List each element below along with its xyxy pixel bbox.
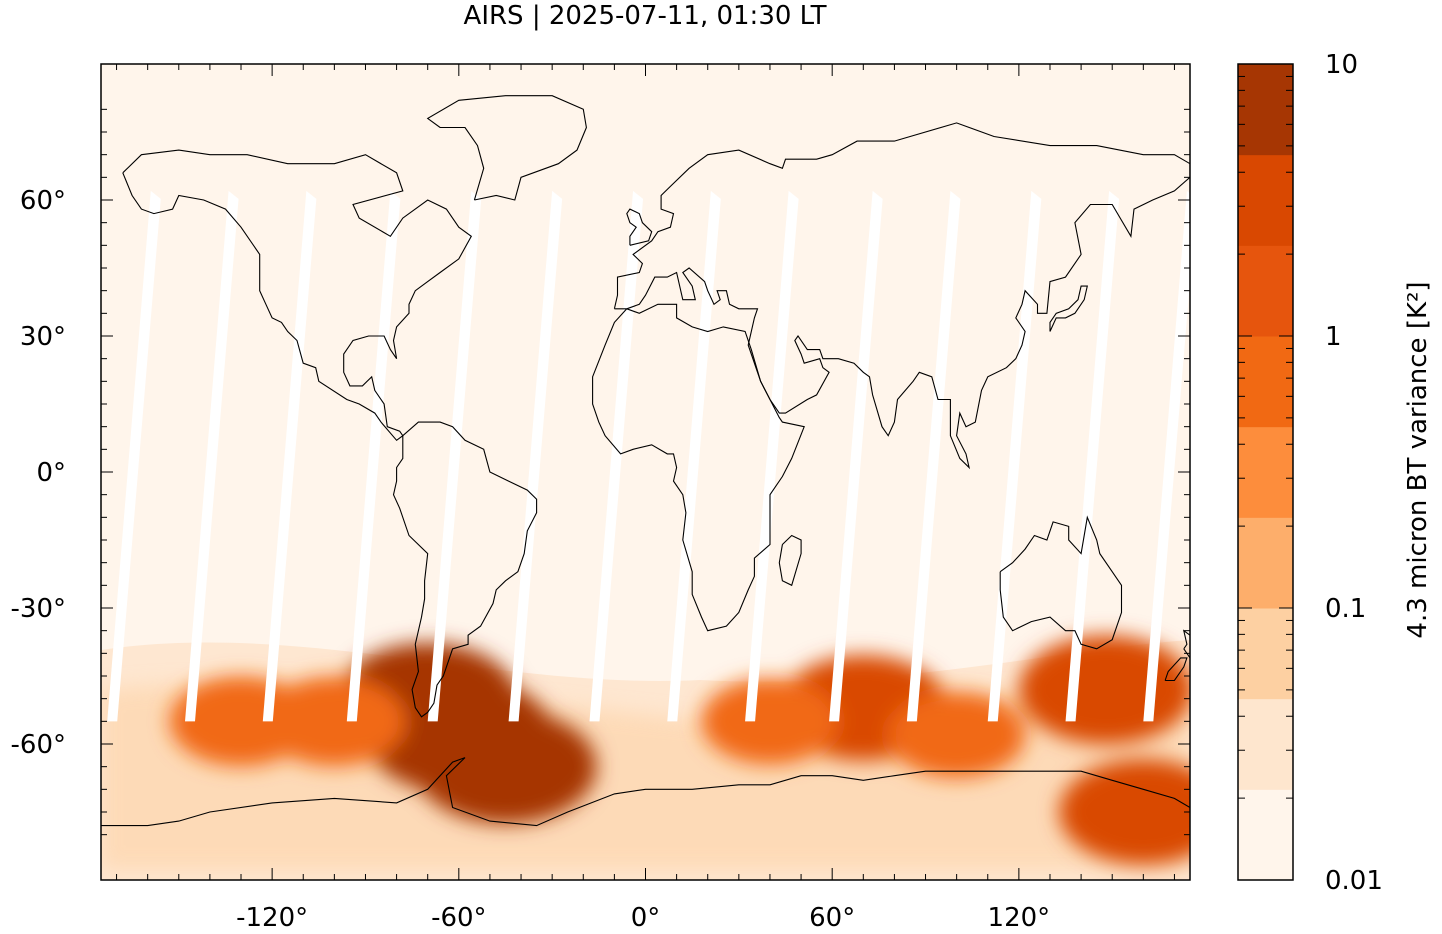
x-tick-label: 0° xyxy=(631,903,661,930)
y-tick-labels: 60° 30° 0° -30° -60° xyxy=(11,186,66,760)
colorbar-band xyxy=(1238,517,1293,609)
colorbar-tick-label: 10 xyxy=(1325,50,1358,80)
colorbar-band xyxy=(1238,698,1293,790)
coastlines xyxy=(101,95,1190,827)
colorbar-band xyxy=(1238,608,1293,700)
coast-antarctica xyxy=(101,757,1190,827)
coast-greenland xyxy=(426,95,587,201)
swath-gap-9 xyxy=(829,190,883,722)
swath-gap-8 xyxy=(745,190,799,722)
colorbar-tick-label: 0.1 xyxy=(1325,594,1366,624)
x-tick-label: -120° xyxy=(236,903,308,930)
colorbar-label: 4.3 micron BT variance [K²] xyxy=(1403,281,1433,638)
figure-title: AIRS | 2025-07-11, 01:30 LT xyxy=(464,1,827,31)
colorbar-band xyxy=(1238,154,1293,246)
x-tick-label: 120° xyxy=(988,903,1051,930)
x-tick-label: -60° xyxy=(431,903,486,930)
swath-gap-4 xyxy=(427,190,482,722)
coast-australia xyxy=(999,515,1123,650)
hotspot-8 xyxy=(701,678,839,765)
colorbar-tick-label: 1 xyxy=(1325,322,1342,352)
colorbar-tick-labels: 10 1 0.1 0.01 xyxy=(1325,50,1383,896)
swath-gap-2 xyxy=(262,190,317,722)
swath-gap-7 xyxy=(667,190,721,722)
coast-north-america xyxy=(122,149,473,442)
swath-gap-6 xyxy=(589,190,644,722)
swath-gap-12 xyxy=(1065,190,1120,722)
x-tick-label: 60° xyxy=(809,903,855,930)
swath-gap-10 xyxy=(906,190,961,722)
coast-new-zealand-n xyxy=(1182,629,1190,659)
hotspot-7 xyxy=(262,676,406,766)
swath-gap-13 xyxy=(1143,190,1190,722)
y-tick-label: 0° xyxy=(36,458,66,488)
coast-new-zealand-s xyxy=(1164,657,1188,682)
coast-madagascar xyxy=(778,534,802,587)
coast-japan xyxy=(1049,285,1088,332)
orbit-swath-gaps xyxy=(107,190,1190,722)
colorbar-frame xyxy=(1237,63,1294,881)
colorbar-ticks xyxy=(1238,75,1293,881)
colorbar-band xyxy=(1238,64,1293,156)
coast-uk xyxy=(626,208,653,246)
colorbar-band xyxy=(1238,789,1293,881)
colorbar-tick-label: 0.01 xyxy=(1325,866,1383,896)
swath-gap-0 xyxy=(107,190,161,722)
y-tick-label: 30° xyxy=(20,322,66,352)
coast-africa xyxy=(592,303,805,632)
colorbar-band xyxy=(1238,245,1293,337)
coast-eurasia xyxy=(613,122,1190,470)
map-area xyxy=(101,64,1190,880)
y-tick-label: 60° xyxy=(20,186,66,216)
y-tick-label: -60° xyxy=(11,730,66,760)
hotspot-3 xyxy=(1018,635,1190,745)
y-tick-label: -30° xyxy=(11,594,66,624)
colorbar-band xyxy=(1238,426,1293,518)
swath-gap-5 xyxy=(508,190,563,722)
map-ticks xyxy=(101,64,1190,880)
swath-gap-1 xyxy=(185,190,239,722)
colorbar xyxy=(1238,64,1293,881)
swath-gap-11 xyxy=(987,190,1042,722)
x-tick-labels: -120° -60° 0° 60° 120° xyxy=(236,903,1051,933)
hotspot-5 xyxy=(1059,759,1190,865)
colorbar-band xyxy=(1238,336,1293,428)
swath-gap-3 xyxy=(346,190,401,722)
coast-south-america xyxy=(392,421,538,718)
